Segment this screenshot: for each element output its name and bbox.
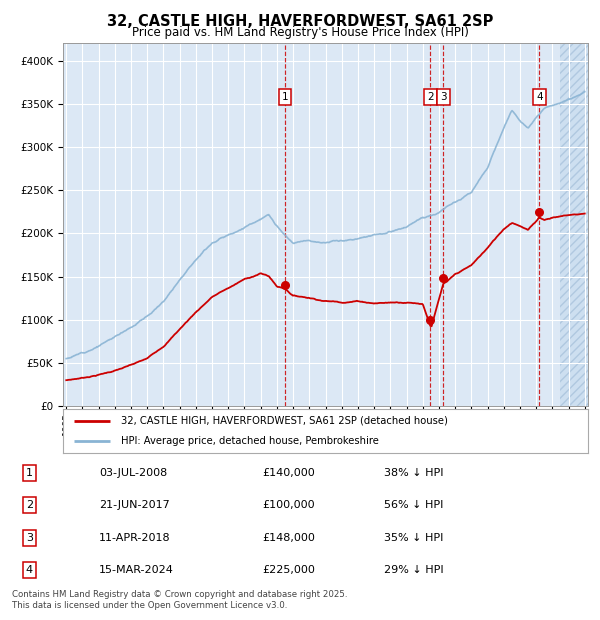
Text: HPI: Average price, detached house, Pembrokeshire: HPI: Average price, detached house, Pemb… — [121, 436, 379, 446]
Text: 21-JUN-2017: 21-JUN-2017 — [100, 500, 170, 510]
Text: This data is licensed under the Open Government Licence v3.0.: This data is licensed under the Open Gov… — [12, 601, 287, 611]
Text: £140,000: £140,000 — [262, 467, 315, 477]
Text: 2: 2 — [26, 500, 33, 510]
Text: 11-APR-2018: 11-APR-2018 — [100, 533, 171, 542]
Text: 32, CASTLE HIGH, HAVERFORDWEST, SA61 2SP: 32, CASTLE HIGH, HAVERFORDWEST, SA61 2SP — [107, 14, 493, 29]
Text: 35% ↓ HPI: 35% ↓ HPI — [385, 533, 444, 542]
Text: 4: 4 — [536, 92, 543, 102]
Text: 1: 1 — [26, 467, 33, 477]
Text: £225,000: £225,000 — [262, 565, 315, 575]
Text: Contains HM Land Registry data © Crown copyright and database right 2025.: Contains HM Land Registry data © Crown c… — [12, 590, 347, 600]
Text: 1: 1 — [281, 92, 289, 102]
Text: £148,000: £148,000 — [262, 533, 315, 542]
Text: 32, CASTLE HIGH, HAVERFORDWEST, SA61 2SP (detached house): 32, CASTLE HIGH, HAVERFORDWEST, SA61 2SP… — [121, 416, 448, 426]
Text: 38% ↓ HPI: 38% ↓ HPI — [385, 467, 444, 477]
Text: 3: 3 — [26, 533, 33, 542]
Text: 56% ↓ HPI: 56% ↓ HPI — [385, 500, 444, 510]
Text: 3: 3 — [440, 92, 446, 102]
Text: 4: 4 — [26, 565, 33, 575]
Bar — [560, 43, 593, 406]
Text: 2: 2 — [427, 92, 434, 102]
Text: 03-JUL-2008: 03-JUL-2008 — [100, 467, 167, 477]
Text: £100,000: £100,000 — [262, 500, 315, 510]
Text: 15-MAR-2024: 15-MAR-2024 — [100, 565, 174, 575]
Text: 29% ↓ HPI: 29% ↓ HPI — [385, 565, 444, 575]
Text: Price paid vs. HM Land Registry's House Price Index (HPI): Price paid vs. HM Land Registry's House … — [131, 26, 469, 39]
